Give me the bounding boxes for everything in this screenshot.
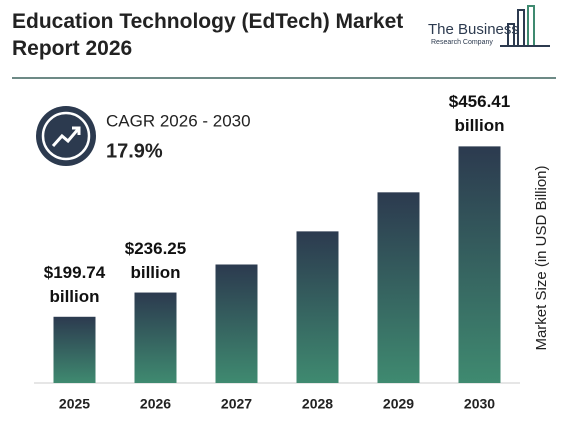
cagr-label: CAGR 2026 - 2030 <box>106 111 251 130</box>
cagr-icon <box>36 106 96 166</box>
cagr-value: 17.9% <box>106 140 163 162</box>
x-tick-label: 2029 <box>383 396 414 412</box>
logo-name: The Business <box>428 21 519 38</box>
value-label: $199.74 billion <box>43 262 106 306</box>
x-tick-label: 2028 <box>302 396 333 412</box>
bar <box>377 192 420 383</box>
bar <box>296 231 339 383</box>
bar <box>215 264 258 383</box>
y-axis-label: Market Size (in USD Billion) <box>533 165 550 350</box>
x-tick-label: 2030 <box>464 396 495 412</box>
x-tick-label: 2026 <box>140 396 171 412</box>
bar <box>53 316 96 383</box>
x-tick-label: 2025 <box>59 396 90 412</box>
value-label: $456.41 billion <box>448 92 511 136</box>
logo-icon <box>500 5 550 47</box>
bar <box>458 146 501 383</box>
bar <box>134 292 177 383</box>
value-label: $236.25 billion <box>124 238 187 282</box>
logo-tagline: Research Company <box>431 39 493 46</box>
chart-title: Education Technology (EdTech) Market Rep… <box>12 10 404 60</box>
x-tick-label: 2027 <box>221 396 252 412</box>
